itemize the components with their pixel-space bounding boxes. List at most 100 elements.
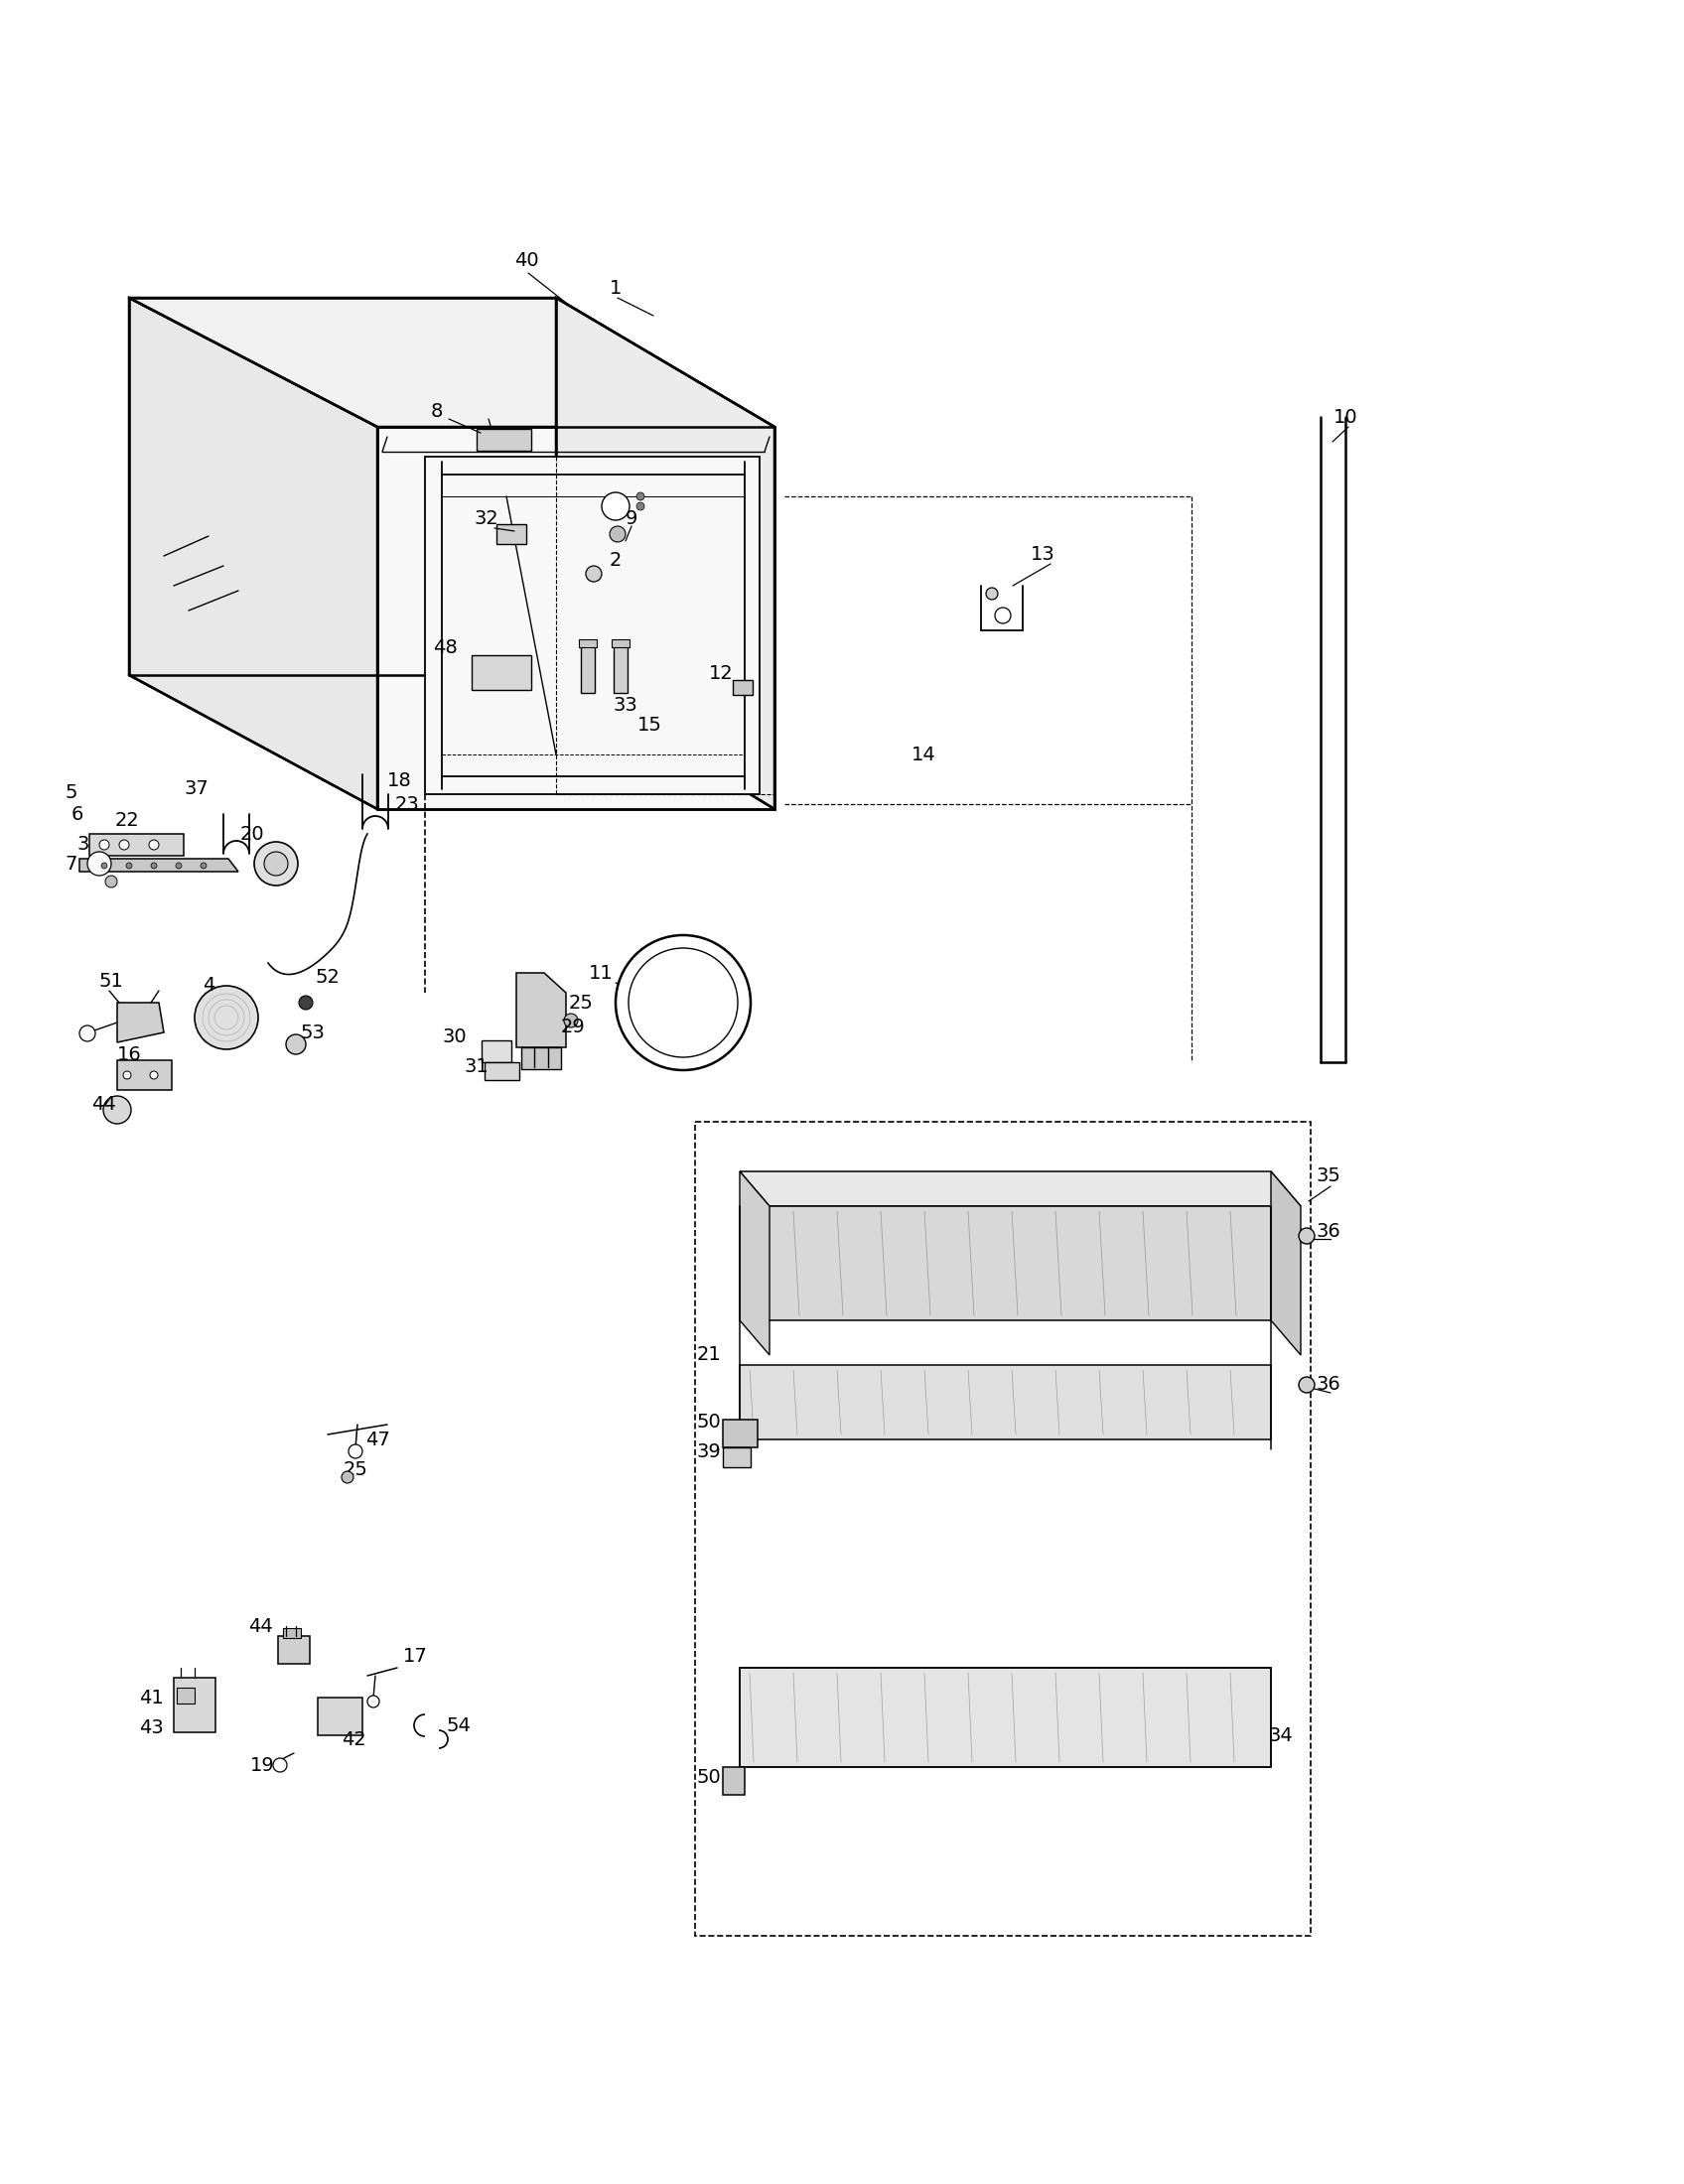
Text: 12: 12	[709, 664, 733, 681]
Polygon shape	[130, 297, 775, 426]
Circle shape	[342, 1472, 354, 1483]
Polygon shape	[424, 456, 759, 795]
Text: 2: 2	[610, 550, 621, 570]
Circle shape	[120, 841, 130, 850]
Circle shape	[610, 526, 625, 542]
Circle shape	[126, 863, 131, 869]
Polygon shape	[739, 1171, 1300, 1206]
Circle shape	[637, 491, 645, 500]
Text: 42: 42	[342, 1730, 365, 1749]
Text: 36: 36	[1317, 1221, 1340, 1241]
Text: 21: 21	[697, 1345, 721, 1365]
Bar	[613, 644, 628, 692]
Circle shape	[586, 566, 601, 581]
Circle shape	[152, 863, 157, 869]
Circle shape	[99, 841, 109, 850]
Circle shape	[367, 1695, 379, 1708]
Circle shape	[628, 948, 738, 1057]
Text: 9: 9	[625, 509, 638, 529]
Text: 14: 14	[911, 745, 936, 764]
Text: 20: 20	[241, 823, 264, 843]
Text: 34: 34	[1268, 1725, 1293, 1745]
Circle shape	[195, 985, 258, 1048]
Text: 37: 37	[184, 780, 209, 799]
Bar	[497, 524, 525, 544]
Bar	[173, 1677, 216, 1732]
Text: 29: 29	[561, 1018, 586, 1037]
Circle shape	[1298, 1376, 1315, 1393]
Text: 19: 19	[249, 1756, 274, 1773]
Bar	[722, 1448, 751, 1468]
Polygon shape	[79, 858, 239, 871]
Text: 47: 47	[365, 1431, 389, 1448]
Polygon shape	[517, 972, 566, 1048]
Text: 33: 33	[613, 695, 638, 714]
Circle shape	[286, 1035, 306, 1055]
Bar	[579, 640, 596, 646]
Text: 3: 3	[77, 834, 89, 854]
Polygon shape	[739, 1669, 1271, 1767]
Text: 43: 43	[138, 1719, 163, 1736]
Text: 16: 16	[116, 1044, 141, 1064]
Circle shape	[637, 502, 645, 511]
Bar	[695, 1123, 1310, 1935]
Circle shape	[298, 996, 313, 1009]
Bar	[278, 1636, 310, 1664]
Polygon shape	[1271, 1171, 1300, 1354]
Text: 36: 36	[1317, 1376, 1340, 1393]
Bar	[722, 1767, 744, 1795]
Text: 31: 31	[465, 1057, 488, 1077]
Circle shape	[564, 1013, 578, 1026]
Text: 44: 44	[91, 1094, 116, 1114]
Text: 10: 10	[1334, 408, 1357, 426]
Bar	[739, 1669, 1271, 1767]
Text: 1: 1	[610, 277, 621, 297]
Text: 15: 15	[637, 716, 662, 734]
Polygon shape	[739, 1206, 1271, 1321]
Text: 25: 25	[569, 994, 593, 1011]
Text: 48: 48	[433, 638, 456, 657]
Bar	[482, 1040, 512, 1061]
Text: 8: 8	[431, 402, 443, 422]
Bar	[733, 679, 753, 695]
Bar	[118, 1059, 172, 1090]
Circle shape	[104, 876, 118, 887]
Circle shape	[175, 863, 182, 869]
Text: 32: 32	[475, 509, 498, 529]
Circle shape	[200, 863, 207, 869]
Text: 5: 5	[66, 782, 77, 802]
Text: 44: 44	[248, 1616, 273, 1636]
Text: 25: 25	[344, 1459, 367, 1479]
Polygon shape	[739, 1171, 770, 1354]
Circle shape	[264, 852, 288, 876]
Circle shape	[123, 1070, 131, 1079]
Polygon shape	[89, 834, 184, 856]
Text: 51: 51	[99, 972, 123, 989]
Text: 39: 39	[697, 1441, 721, 1461]
Text: 54: 54	[446, 1717, 472, 1734]
Circle shape	[254, 841, 298, 885]
Circle shape	[273, 1758, 286, 1771]
Circle shape	[88, 852, 111, 876]
Text: 30: 30	[443, 1026, 466, 1046]
Text: 53: 53	[300, 1022, 325, 1042]
Text: 23: 23	[394, 795, 419, 815]
Text: 6: 6	[71, 804, 84, 823]
Text: 22: 22	[115, 810, 140, 830]
Circle shape	[616, 935, 751, 1070]
Circle shape	[79, 1026, 96, 1042]
Bar	[472, 655, 530, 690]
Bar	[522, 1048, 561, 1070]
Circle shape	[101, 863, 108, 869]
Bar	[177, 1688, 195, 1704]
Text: 35: 35	[1317, 1166, 1340, 1186]
Circle shape	[349, 1444, 362, 1459]
Polygon shape	[377, 426, 775, 808]
Circle shape	[103, 1096, 131, 1125]
Polygon shape	[739, 1365, 1271, 1439]
Polygon shape	[556, 297, 775, 808]
Circle shape	[150, 1070, 158, 1079]
Polygon shape	[118, 1002, 163, 1042]
Bar	[722, 1420, 758, 1448]
Polygon shape	[130, 297, 377, 808]
